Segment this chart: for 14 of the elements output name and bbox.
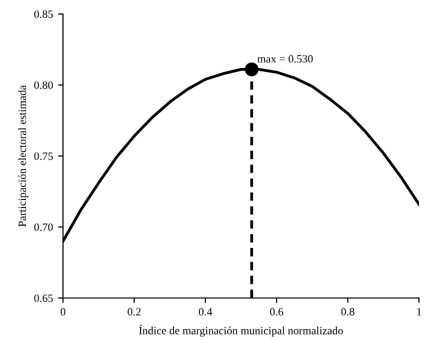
x-tick-label: 0 — [60, 308, 66, 316]
y-tick-label: 0.85 — [34, 10, 53, 18]
y-axis-title: Participación electoral estimada — [18, 85, 28, 227]
x-tick-label: 0.4 — [198, 308, 212, 316]
x-tick-label: 1 — [417, 308, 422, 316]
x-tick-label: 0.6 — [270, 308, 284, 316]
y-tick-label: 0.80 — [34, 81, 53, 90]
x-axis-title: Índice de marginación municipal normalizado — [139, 324, 343, 337]
x-tick-label: 0.8 — [341, 308, 354, 316]
y-tick-label: 0.70 — [34, 223, 53, 232]
annotation: max = 0.530 — [257, 55, 313, 63]
y-tick-label: 0.65 — [34, 294, 53, 302]
x-tick-label: 0.2 — [128, 308, 141, 316]
y-tick-label: 0.75 — [34, 152, 53, 160]
